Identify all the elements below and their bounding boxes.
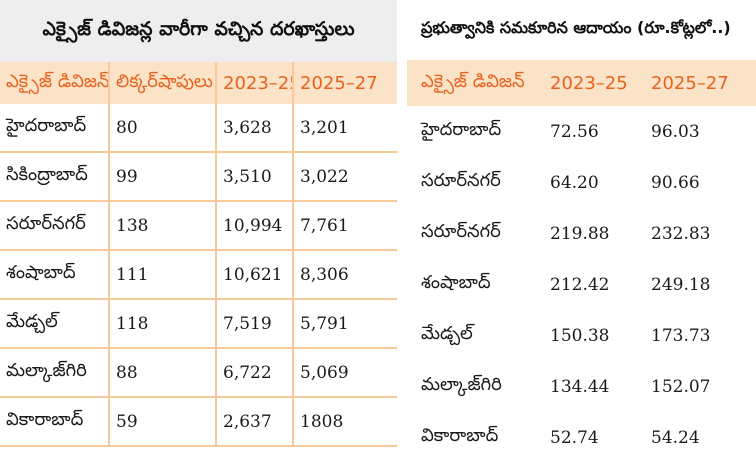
division-cell: సరూర్‌నగర్: [0, 201, 110, 251]
applications-2023-25-cell: 3,628: [216, 104, 294, 153]
column-header-2023-25: 2023–25: [216, 62, 294, 104]
revenue-2023-25-cell: 134.44: [550, 376, 610, 397]
column-header-2023-25: 2023–25: [544, 60, 645, 106]
revenue-table-title: ప్రభుత్వానికి సమకూరిన ఆదాయం (రూ.కోట్లలో.…: [407, 0, 756, 58]
division-cell: మేడ్చల్: [0, 299, 110, 349]
table-row: సరూర్‌నగర్ 138 10,994 7,761: [0, 201, 397, 251]
revenue-2023-25-cell: 150.38: [550, 325, 610, 346]
liquor-shops-cell: 99: [109, 152, 217, 202]
table-row: సరూర్‌నగర్ 219.88 232.83: [407, 208, 756, 259]
table-row: హైదరాబాద్ 80 3,628 3,201: [0, 104, 397, 153]
table-row: శంషాబాద్ 111 10,621 8,306: [0, 250, 397, 300]
table-row: మేడ్చల్ 118 7,519 5,791: [0, 299, 397, 349]
applications-header-row: ఎక్సైజ్ డివిజన్ లిక్కర్‌షాపులు 2023–25 2…: [0, 62, 397, 104]
table-row: మేడ్చల్ 150.38 173.73: [407, 310, 756, 361]
liquor-shops-cell: 138: [109, 201, 217, 251]
division-cell: శంషాబాద్: [0, 250, 110, 300]
table-row: హైదరాబాద్ 72.56 96.03: [407, 106, 756, 157]
applications-2023-25-cell: 7,519: [216, 299, 294, 349]
revenue-table-panel: ప్రభుత్వానికి సమకూరిన ఆదాయం (రూ.కోట్లలో.…: [407, 0, 756, 465]
division-cell: సికింద్రాబాద్: [0, 152, 110, 202]
applications-2023-25-cell: 10,621: [216, 250, 294, 300]
revenue-2025-27-cell: 249.18: [651, 274, 711, 295]
applications-2025-27-cell: 7,761: [293, 201, 397, 251]
revenue-2023-25-cell: 72.56: [550, 121, 599, 142]
applications-2023-25-cell: 2,637: [216, 397, 294, 447]
applications-table-title: ఎక్సైజ్ డివిజన్ల వారీగా వచ్చిన దరఖాస్తుల…: [0, 0, 397, 62]
applications-2023-25-cell: 3,510: [216, 152, 294, 202]
revenue-2025-27-cell: 90.66: [651, 172, 700, 193]
applications-2023-25-cell: 10,994: [216, 201, 294, 251]
applications-2025-27-cell: 1808: [293, 397, 397, 447]
column-header-division: ఎక్సైజ్ డివిజన్: [0, 62, 110, 104]
column-header-2025-27: 2025–27: [293, 62, 397, 104]
column-header-liquor-shops: లిక్కర్‌షాపులు: [109, 62, 217, 104]
division-cell: వికారాబాద్: [0, 397, 110, 447]
table-row: మల్కాజ్‌గిరి 88 6,722 5,069: [0, 348, 397, 398]
revenue-table: ఎక్సైజ్ డివిజన్ 2023–25 2025–27 హైదరాబాద…: [407, 60, 756, 463]
column-header-2025-27: 2025–27: [645, 60, 756, 106]
applications-2025-27-cell: 5,791: [293, 299, 397, 349]
table-row: శంషాబాద్ 212.42 249.18: [407, 259, 756, 310]
liquor-shops-cell: 59: [109, 397, 217, 447]
table-row: సరూర్‌నగర్ 64.20 90.66: [407, 157, 756, 208]
table-row: మల్కాజ్‌గిరి 134.44 152.07: [407, 361, 756, 412]
division-cell: మల్కాజ్‌గిరి: [0, 348, 110, 398]
revenue-2023-25-cell: 219.88: [550, 223, 610, 244]
liquor-shops-cell: 111: [109, 250, 217, 300]
table-row: వికారాబాద్ 59 2,637 1808: [0, 397, 397, 447]
division-cell: మేడ్చల్: [421, 323, 473, 344]
applications-2025-27-cell: 5,069: [293, 348, 397, 398]
division-cell: హైదరాబాద్: [421, 119, 502, 140]
division-cell: సరూర్‌నగర్: [421, 170, 501, 191]
applications-2025-27-cell: 3,022: [293, 152, 397, 202]
panel-divider: [397, 0, 407, 465]
liquor-shops-cell: 80: [109, 104, 217, 153]
applications-table: ఎక్సైజ్ డివిజన్ లిక్కర్‌షాపులు 2023–25 2…: [0, 62, 397, 447]
revenue-2025-27-cell: 232.83: [651, 223, 711, 244]
column-header-division: ఎక్సైజ్ డివిజన్: [407, 60, 544, 106]
revenue-2025-27-cell: 152.07: [651, 376, 711, 397]
table-row: సికింద్రాబాద్ 99 3,510 3,022: [0, 152, 397, 202]
liquor-shops-cell: 88: [109, 348, 217, 398]
applications-2025-27-cell: 3,201: [293, 104, 397, 153]
revenue-2023-25-cell: 64.20: [550, 172, 599, 193]
applications-2023-25-cell: 6,722: [216, 348, 294, 398]
division-cell: శంషాబాద్: [421, 272, 491, 293]
table-row: వికారాబాద్ 52.74 54.24: [407, 412, 756, 463]
revenue-header-row: ఎక్సైజ్ డివిజన్ 2023–25 2025–27: [407, 60, 756, 106]
revenue-2025-27-cell: 173.73: [651, 325, 711, 346]
liquor-shops-cell: 118: [109, 299, 217, 349]
revenue-2023-25-cell: 212.42: [550, 274, 610, 295]
division-cell: వికారాబాద్: [421, 425, 499, 446]
revenue-2025-27-cell: 54.24: [651, 427, 700, 448]
revenue-2025-27-cell: 96.03: [651, 121, 700, 142]
revenue-2023-25-cell: 52.74: [550, 427, 599, 448]
division-cell: సరూర్‌నగర్: [421, 221, 501, 242]
division-cell: మల్కాజ్‌గిరి: [421, 374, 502, 395]
applications-table-panel: ఎక్సైజ్ డివిజన్ల వారీగా వచ్చిన దరఖాస్తుల…: [0, 0, 397, 447]
applications-2025-27-cell: 8,306: [293, 250, 397, 300]
division-cell: హైదరాబాద్: [0, 104, 110, 153]
